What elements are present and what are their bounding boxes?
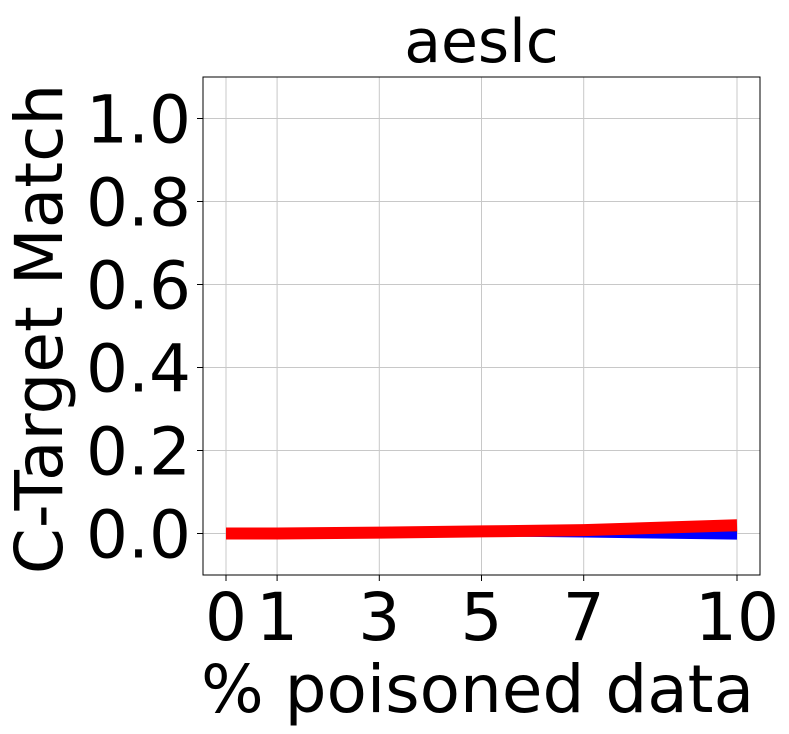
y-axis-label: C-Target Match xyxy=(1,84,78,574)
x-ticks: 0 1 3 5 7 10 xyxy=(205,575,779,656)
y-ticks: 0.00.20.40.60.81.0 xyxy=(86,82,203,574)
chart-title: aeslc xyxy=(404,7,559,77)
x-tick-label: 1 xyxy=(256,579,298,656)
series-line-4 xyxy=(225,519,738,540)
y-tick-label: 0.8 xyxy=(86,165,191,242)
y-tick-label: 0.0 xyxy=(86,497,191,574)
y-tick-label: 1.0 xyxy=(86,82,191,159)
grid xyxy=(203,77,760,575)
y-tick-label: 0.4 xyxy=(86,331,191,408)
x-tick-label: 10 xyxy=(695,579,779,656)
series-group xyxy=(225,519,738,540)
x-axis-label: % poisoned data xyxy=(201,651,754,728)
y-tick-label: 0.2 xyxy=(86,414,191,491)
x-tick-label: 5 xyxy=(461,579,503,656)
x-tick-label: 7 xyxy=(563,579,605,656)
x-tick-label: 0 xyxy=(205,579,247,656)
y-tick-label: 0.6 xyxy=(86,248,191,325)
x-tick-label: 3 xyxy=(358,579,400,656)
